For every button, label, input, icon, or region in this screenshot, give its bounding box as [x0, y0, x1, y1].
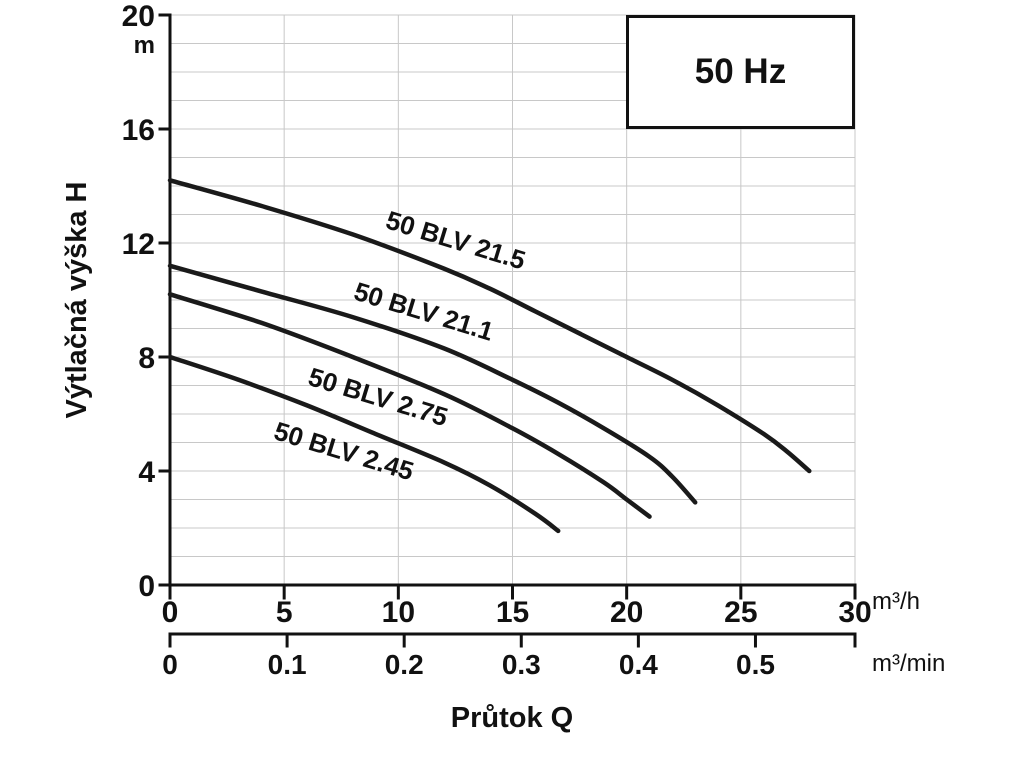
y-axis-unit-label: m	[133, 32, 155, 59]
x2-tick-label: 0.1	[268, 649, 307, 680]
pump-curve	[167, 178, 812, 474]
pump-curve	[167, 263, 698, 505]
x-tick-label: 15	[496, 596, 529, 629]
x-tick-label: 0	[162, 596, 179, 629]
x-tick-label: 5	[276, 596, 293, 629]
curve-label: 50 BLV 21.1	[351, 276, 498, 347]
curve-label: 50 BLV 2.75	[305, 361, 452, 432]
x-tick-label: 20	[610, 596, 643, 629]
y-tick-label: 4	[138, 456, 155, 489]
x-axis-unit-secondary-label: m³/min	[872, 650, 946, 677]
x-axis-title: Průtok Q	[450, 702, 574, 734]
y-tick-label: 20	[122, 0, 155, 33]
axes	[158, 13, 857, 648]
curve-label: 50 BLV 2.45	[271, 416, 418, 487]
x2-tick-label: 0	[162, 649, 178, 680]
x2-tick-label: 0.3	[502, 649, 541, 680]
pump-curve	[167, 292, 652, 519]
y-tick-label: 0	[138, 570, 155, 603]
x2-tick-label: 0.4	[619, 649, 658, 680]
y-tick-label: 12	[122, 228, 155, 261]
y-tick-label: 8	[138, 342, 155, 375]
y-tick-label: 16	[122, 114, 155, 147]
frequency-badge: 50 Hz	[626, 15, 855, 129]
x2-tick-label: 0.5	[736, 649, 775, 680]
y-axis-title: Výtlačná výška H	[61, 181, 93, 419]
x-tick-label: 30	[838, 596, 871, 629]
x-tick-label: 10	[382, 596, 415, 629]
curve-label: 50 BLV 21.5	[382, 205, 529, 276]
gridlines	[170, 14, 856, 585]
pump-curve	[167, 354, 561, 534]
tick-labels: 0 4 8 12 16 20 0 5 10 15 20 25 30 0 0.1 0.2 0.3 0.4 0.5	[122, 0, 872, 680]
x-axis-unit-primary-label: m³/h	[872, 588, 920, 615]
x2-tick-label: 0.2	[385, 649, 424, 680]
x-tick-label: 25	[724, 596, 757, 629]
